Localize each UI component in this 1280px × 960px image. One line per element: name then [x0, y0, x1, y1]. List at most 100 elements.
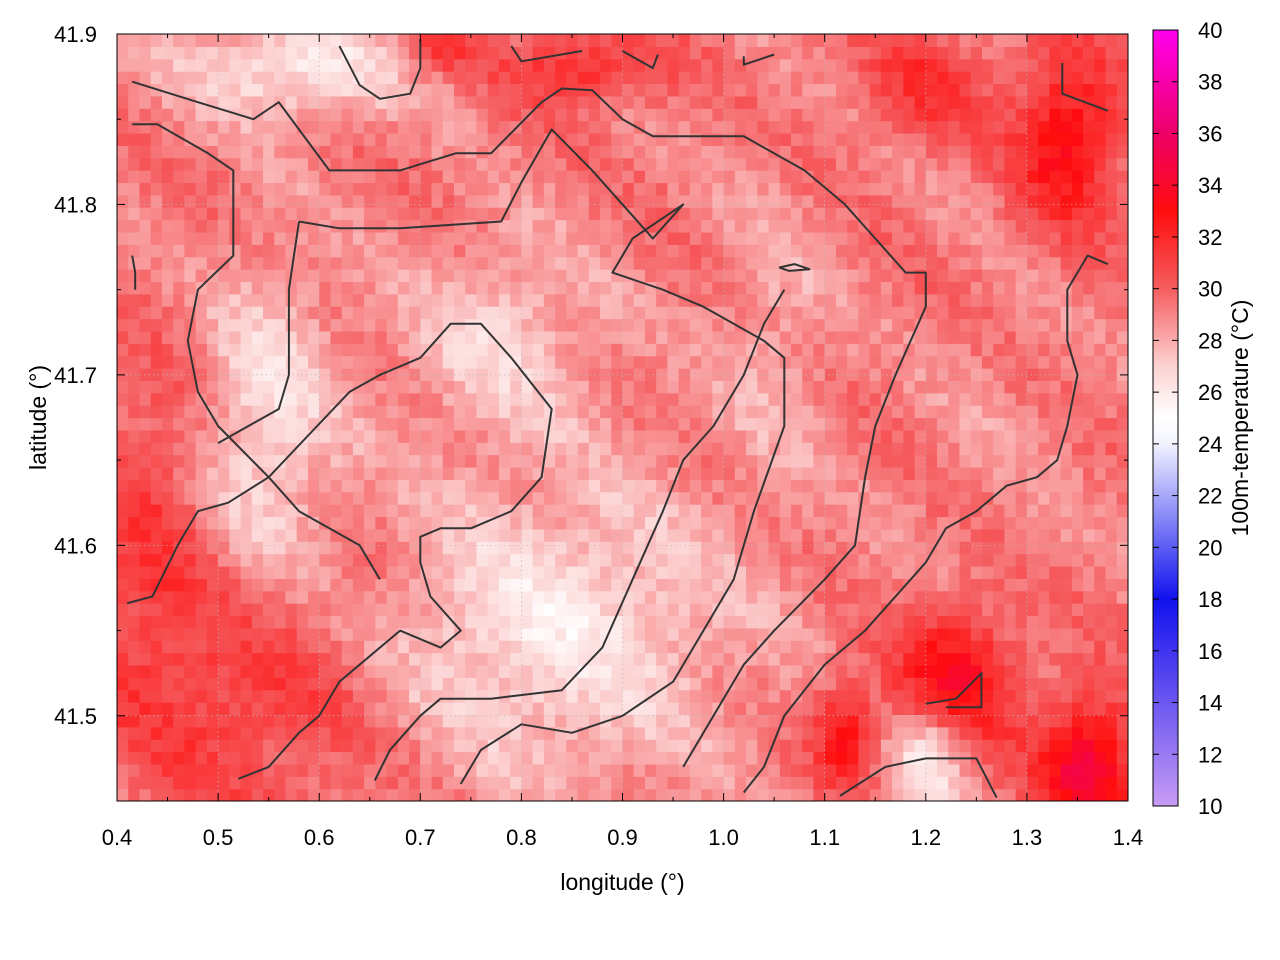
heatmap-cell — [487, 664, 500, 678]
heatmap-cell — [948, 108, 961, 122]
heatmap-cell — [341, 244, 354, 258]
heatmap-cell — [375, 58, 388, 72]
heatmap-cell — [195, 34, 208, 47]
heatmap-cell — [139, 652, 152, 666]
heatmap-cell — [712, 293, 725, 307]
heatmap-cell — [150, 627, 163, 641]
heatmap-cell — [1004, 788, 1017, 801]
heatmap-cell — [375, 83, 388, 97]
heatmap-cell — [622, 170, 635, 184]
heatmap-cell — [218, 58, 230, 72]
heatmap-cell — [150, 429, 163, 443]
heatmap-cell — [510, 751, 522, 765]
heatmap-cell — [375, 454, 388, 468]
heatmap-cell — [689, 368, 702, 381]
heatmap-cell — [161, 207, 174, 221]
heatmap-cell — [768, 207, 781, 221]
heatmap-cell — [465, 318, 478, 332]
heatmap-cell — [240, 120, 253, 134]
heatmap-cell — [465, 392, 478, 406]
heatmap-cell — [993, 368, 1006, 381]
heatmap-cell — [442, 429, 455, 443]
heatmap-cell — [1004, 95, 1017, 109]
heatmap-cell — [644, 108, 657, 122]
heatmap-cell — [813, 528, 826, 542]
heatmap-cell — [229, 368, 242, 381]
heatmap-cell — [566, 108, 579, 122]
heatmap-cell — [375, 194, 388, 208]
heatmap-cell — [409, 541, 421, 555]
heatmap-cell — [128, 553, 141, 567]
heatmap-cell — [622, 83, 635, 97]
heatmap-cell — [285, 553, 298, 567]
heatmap-cell — [409, 429, 421, 443]
heatmap-cell — [937, 46, 949, 60]
heatmap-cell — [768, 293, 781, 307]
heatmap-cell — [1004, 83, 1017, 97]
heatmap-cell — [768, 95, 781, 109]
heatmap-cell — [251, 652, 264, 666]
heatmap-cell — [161, 182, 174, 196]
heatmap-cell — [835, 702, 848, 715]
heatmap-cell — [285, 504, 298, 518]
heatmap-cell — [656, 726, 669, 740]
heatmap-cell — [734, 269, 747, 283]
heatmap-cell — [319, 120, 332, 134]
heatmap-cell — [330, 627, 343, 641]
heatmap-cell — [420, 120, 433, 134]
heatmap-cell — [779, 615, 792, 629]
heatmap-cell — [813, 417, 826, 431]
heatmap-cell — [824, 726, 837, 740]
heatmap-cell — [824, 664, 837, 678]
heatmap-cell — [937, 763, 949, 777]
heatmap-cell — [465, 751, 478, 765]
heatmap-cell — [678, 702, 691, 715]
heatmap-cell — [263, 194, 275, 208]
heatmap-cell — [914, 392, 927, 406]
heatmap-cell — [555, 417, 567, 431]
heatmap-cell — [1015, 417, 1028, 431]
heatmap-cell — [622, 491, 635, 505]
heatmap-cell — [802, 504, 815, 518]
heatmap-cell — [656, 244, 669, 258]
heatmap-cell — [476, 565, 489, 579]
heatmap-cell — [903, 318, 916, 332]
heatmap-cell — [858, 207, 871, 221]
heatmap-cell — [296, 269, 309, 283]
heatmap-cell — [588, 380, 601, 394]
heatmap-cell — [869, 380, 882, 394]
heatmap-cell — [835, 763, 848, 777]
heatmap-cell — [813, 83, 826, 97]
heatmap-cell — [959, 207, 972, 221]
heatmap-cell — [914, 293, 927, 307]
heatmap-cell — [981, 269, 994, 283]
heatmap-cell — [150, 664, 163, 678]
heatmap-cell — [757, 219, 770, 233]
heatmap-cell — [914, 516, 927, 530]
heatmap-cell — [880, 58, 893, 72]
heatmap-cell — [970, 417, 983, 431]
heatmap-cell — [150, 380, 163, 394]
heatmap-cell — [914, 120, 927, 134]
heatmap-cell — [701, 170, 713, 184]
heatmap-cell — [667, 318, 680, 332]
heatmap-cell — [409, 231, 421, 245]
heatmap-cell — [150, 417, 163, 431]
heatmap-cell — [656, 763, 669, 777]
heatmap-cell — [386, 182, 399, 196]
heatmap-cell — [386, 702, 399, 715]
heatmap-cell — [173, 318, 185, 332]
heatmap-cell — [633, 293, 646, 307]
heatmap-cell — [161, 442, 174, 456]
heatmap-cell — [903, 207, 916, 221]
heatmap-cell — [656, 590, 669, 604]
heatmap-cell — [218, 528, 230, 542]
heatmap-cell — [723, 95, 736, 109]
heatmap-cell — [240, 71, 253, 85]
heatmap-cell — [802, 541, 815, 555]
heatmap-cell — [240, 739, 253, 753]
heatmap-cell — [588, 392, 601, 406]
heatmap-cell — [397, 145, 410, 159]
heatmap-cell — [555, 207, 567, 221]
heatmap-cell — [274, 281, 287, 295]
